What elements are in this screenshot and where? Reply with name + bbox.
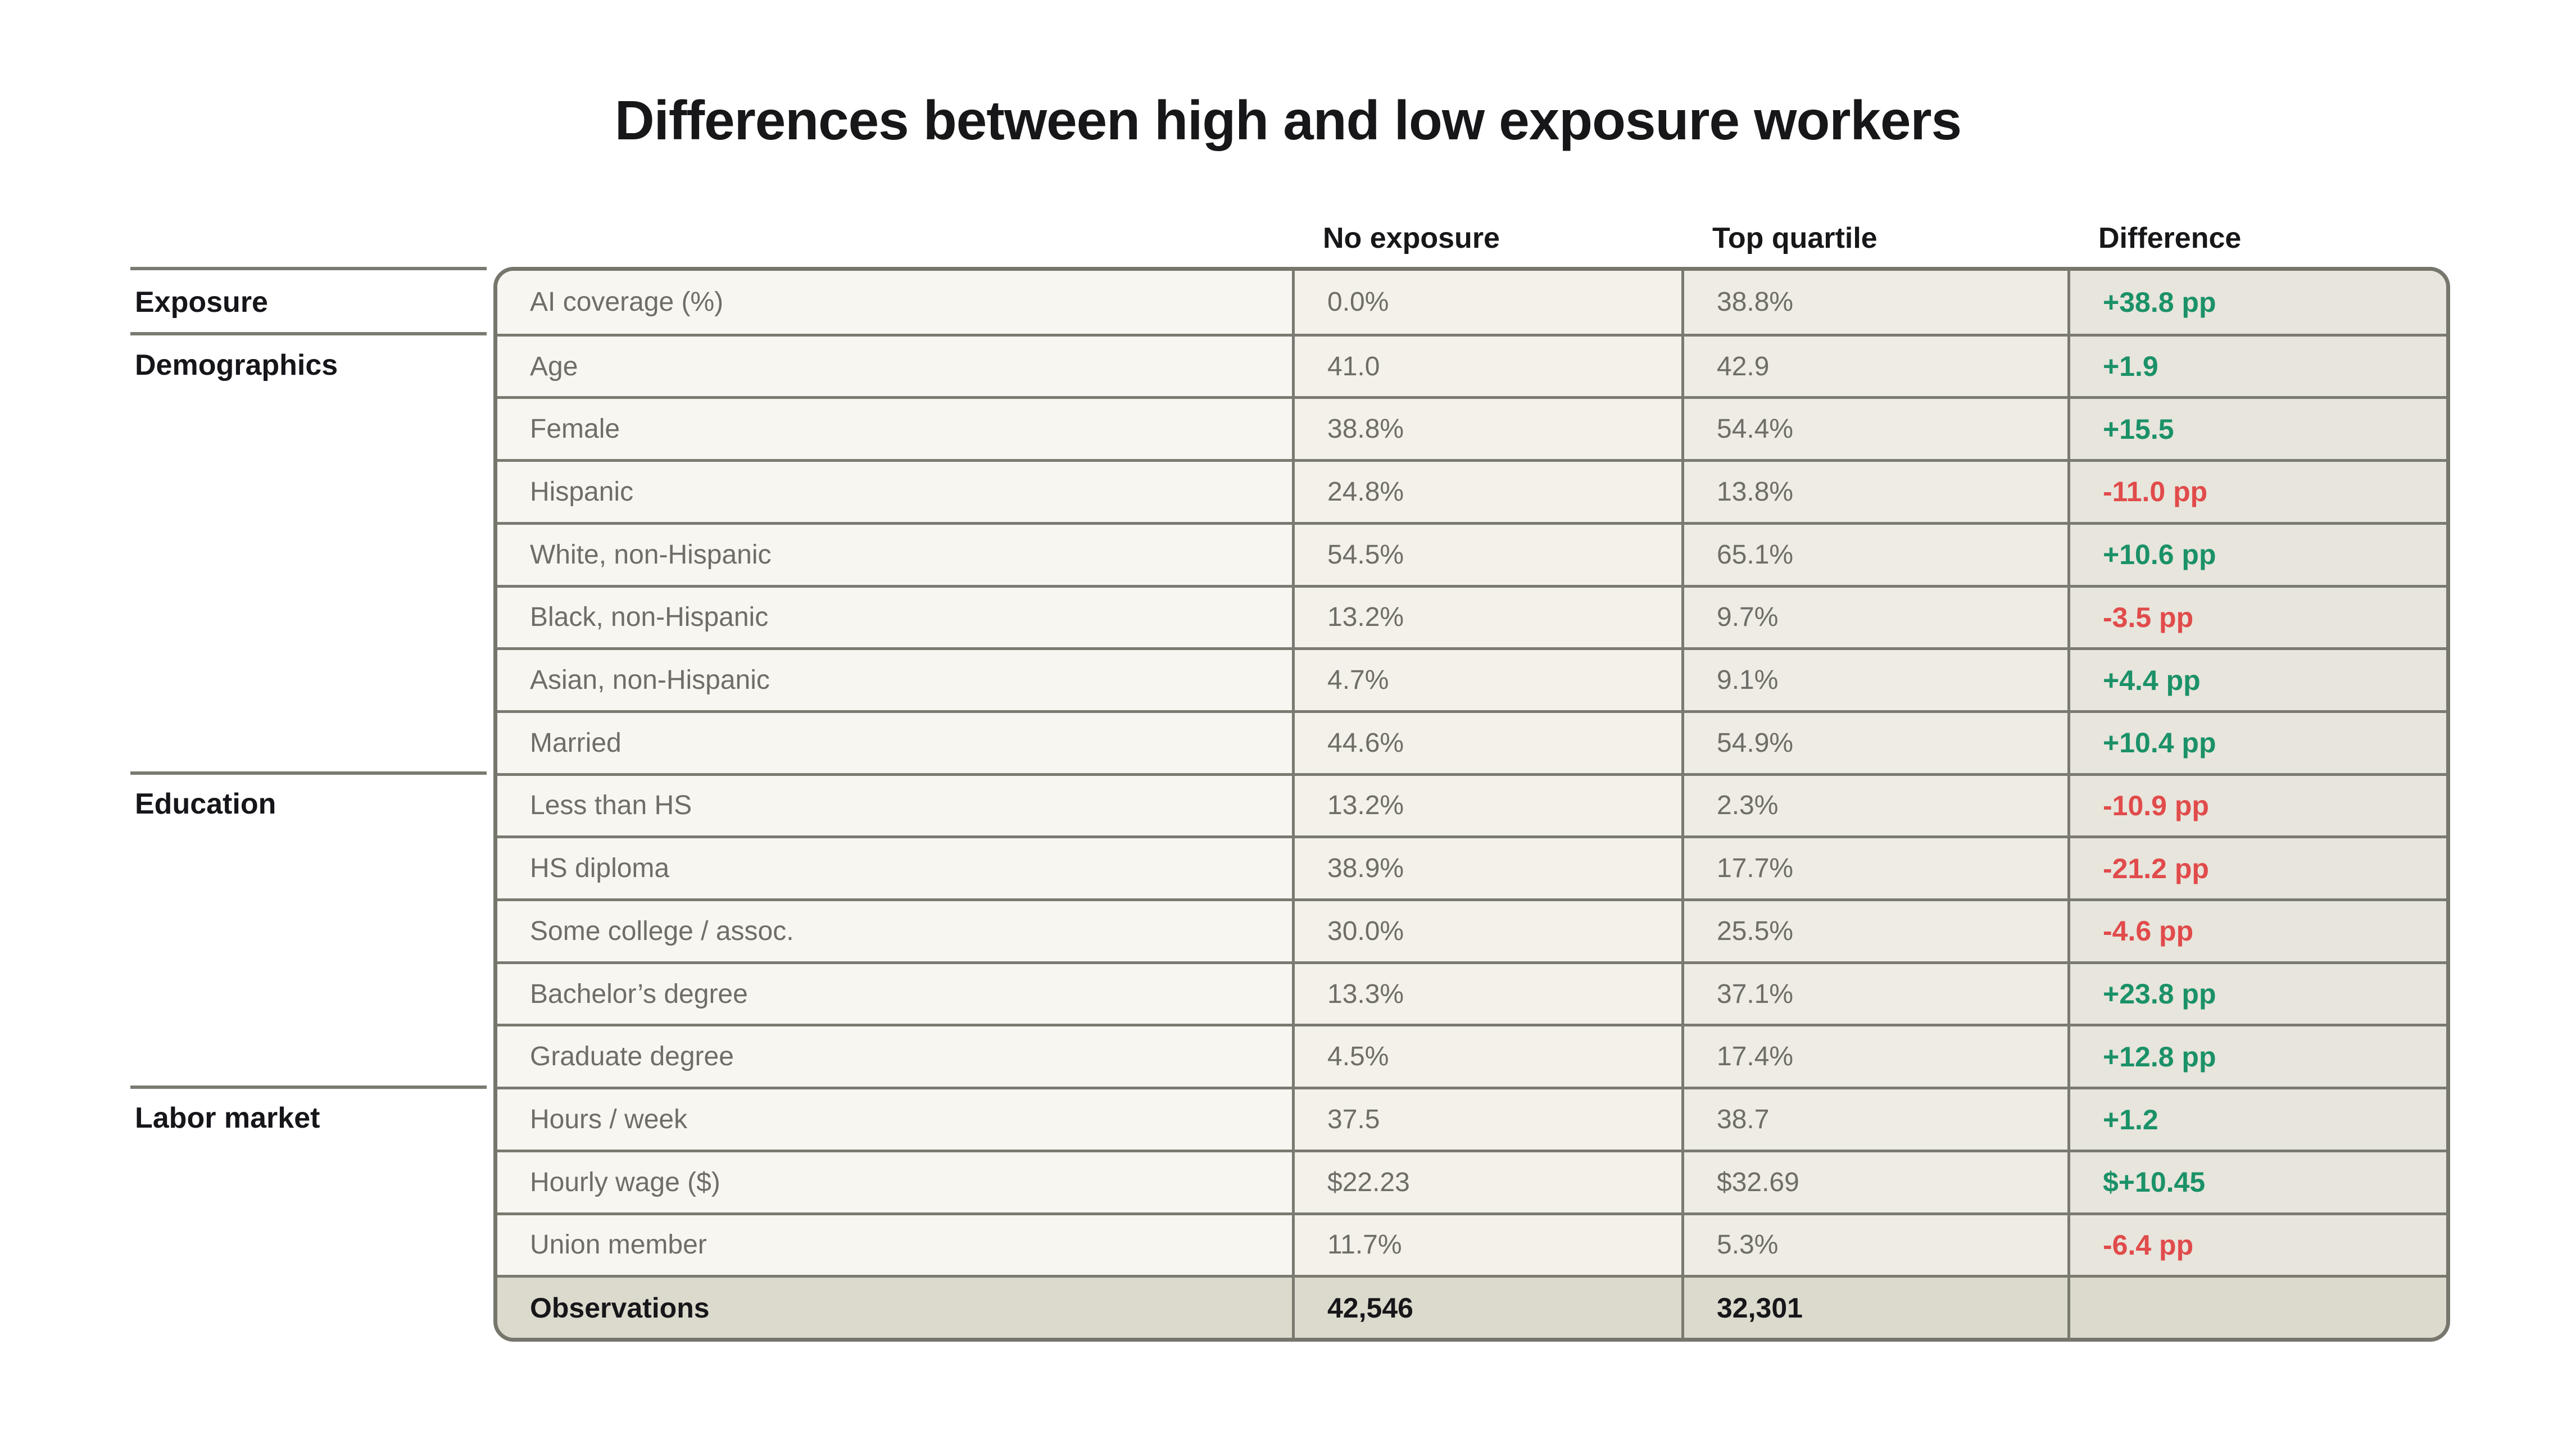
- row-label-cell: Observations: [497, 1275, 1292, 1338]
- diff-value: $+10.45: [2067, 1149, 2446, 1212]
- diff-value: +38.8 pp: [2067, 271, 2446, 334]
- diff-value: -21.2 pp: [2067, 835, 2446, 899]
- value-cell: 37.5: [1292, 1087, 1681, 1150]
- value-cell: 9.1%: [1681, 647, 2067, 710]
- group-divider: [130, 771, 487, 775]
- diff-value: -3.5 pp: [2067, 584, 2446, 648]
- value-cell: 38.8%: [1292, 396, 1681, 460]
- value-cell: 54.4%: [1681, 396, 2067, 460]
- diff-value: -10.9 pp: [2067, 773, 2446, 836]
- value-cell: 38.8%: [1681, 271, 2067, 334]
- diff-value: +1.2: [2067, 1087, 2446, 1150]
- diff-value: -6.4 pp: [2067, 1212, 2446, 1275]
- value-cell: 2.3%: [1681, 773, 2067, 836]
- value-cell: 0.0%: [1292, 271, 1681, 334]
- row-label-cell: Female: [497, 396, 1292, 460]
- summary-table: AI coverage (%) 0.0% 38.8% +38.8 pp Age …: [493, 267, 2450, 1342]
- value-cell: 38.7: [1681, 1087, 2067, 1150]
- row-label-cell: Married: [497, 710, 1292, 773]
- group-divider: [130, 267, 487, 270]
- column-header-top-quartile: Top quartile: [1712, 222, 1877, 255]
- row-label-cell: Hours / week: [497, 1087, 1292, 1150]
- group-label-education: Education: [135, 788, 276, 820]
- row-label-cell: Some college / assoc.: [497, 898, 1292, 961]
- value-cell: 42,546: [1292, 1275, 1681, 1338]
- row-label-cell: Union member: [497, 1212, 1292, 1275]
- row-label-cell: Age: [497, 333, 1292, 397]
- value-cell: 17.7%: [1681, 835, 2067, 899]
- value-cell: 30.0%: [1292, 898, 1681, 961]
- column-header-difference: Difference: [2098, 222, 2242, 255]
- value-cell: $22.23: [1292, 1149, 1681, 1212]
- value-cell: 4.5%: [1292, 1024, 1681, 1087]
- value-cell: 41.0: [1292, 333, 1681, 397]
- row-label-cell: Graduate degree: [497, 1024, 1292, 1087]
- diff-value: -11.0 pp: [2067, 459, 2446, 522]
- group-divider: [130, 1085, 487, 1089]
- value-cell: 54.5%: [1292, 521, 1681, 585]
- group-label-demographics: Demographics: [135, 349, 338, 381]
- diff-value: +10.4 pp: [2067, 710, 2446, 773]
- value-cell: 11.7%: [1292, 1212, 1681, 1275]
- value-cell: 9.7%: [1681, 584, 2067, 648]
- value-cell: 13.2%: [1292, 773, 1681, 836]
- value-cell: 65.1%: [1681, 521, 2067, 585]
- row-label-cell: Hourly wage ($): [497, 1149, 1292, 1212]
- value-cell: 32,301: [1681, 1275, 2067, 1338]
- diff-value: +10.6 pp: [2067, 521, 2446, 585]
- value-cell: 54.9%: [1681, 710, 2067, 773]
- diff-value: +23.8 pp: [2067, 961, 2446, 1024]
- column-header-no-exposure: No exposure: [1323, 222, 1500, 255]
- row-label-cell: Hispanic: [497, 459, 1292, 522]
- diff-value: +4.4 pp: [2067, 647, 2446, 710]
- row-label-cell: Less than HS: [497, 773, 1292, 836]
- value-cell: 13.3%: [1292, 961, 1681, 1024]
- diff-value: [2067, 1275, 2446, 1338]
- value-cell: 37.1%: [1681, 961, 2067, 1024]
- value-cell: $32.69: [1681, 1149, 2067, 1212]
- group-label-labor-market: Labor market: [135, 1102, 320, 1134]
- diff-value: +1.9: [2067, 333, 2446, 397]
- value-cell: 42.9: [1681, 333, 2067, 397]
- row-label-cell: Black, non-Hispanic: [497, 584, 1292, 648]
- row-label-cell: AI coverage (%): [497, 271, 1292, 334]
- diff-value: +12.8 pp: [2067, 1024, 2446, 1087]
- page-title: Differences between high and low exposur…: [614, 89, 1962, 151]
- diff-value: +15.5: [2067, 396, 2446, 460]
- row-label-cell: Bachelor’s degree: [497, 961, 1292, 1024]
- value-cell: 44.6%: [1292, 710, 1681, 773]
- value-cell: 25.5%: [1681, 898, 2067, 961]
- value-cell: 5.3%: [1681, 1212, 2067, 1275]
- diff-value: -4.6 pp: [2067, 898, 2446, 961]
- group-divider: [130, 332, 487, 335]
- value-cell: 4.7%: [1292, 647, 1681, 710]
- value-cell: 13.2%: [1292, 584, 1681, 648]
- value-cell: 17.4%: [1681, 1024, 2067, 1087]
- row-label-cell: HS diploma: [497, 835, 1292, 899]
- row-label-cell: Asian, non-Hispanic: [497, 647, 1292, 710]
- value-cell: 24.8%: [1292, 459, 1681, 522]
- group-label-exposure: Exposure: [135, 286, 268, 319]
- row-label-cell: White, non-Hispanic: [497, 521, 1292, 585]
- value-cell: 13.8%: [1681, 459, 2067, 522]
- value-cell: 38.9%: [1292, 835, 1681, 899]
